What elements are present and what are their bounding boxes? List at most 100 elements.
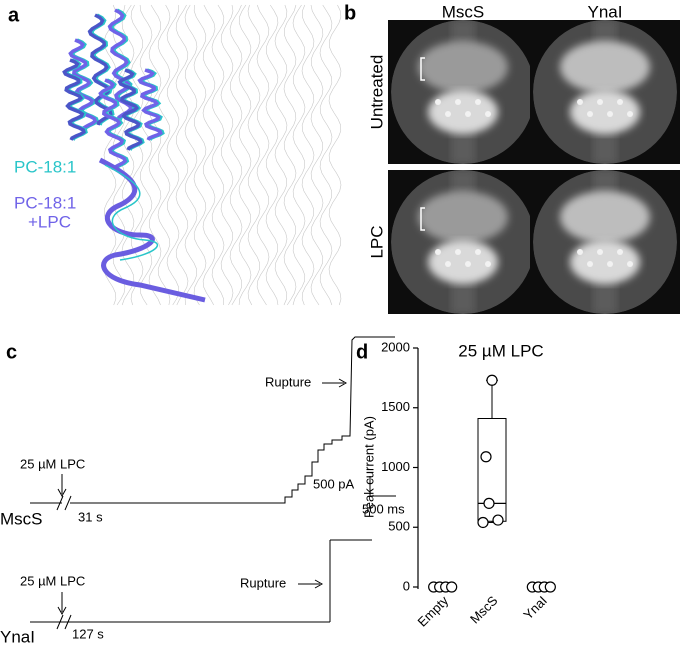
structure-outline xyxy=(202,4,216,306)
density-detail xyxy=(597,99,603,105)
helix xyxy=(87,13,113,126)
row-label: LPC xyxy=(367,225,386,258)
data-point xyxy=(544,581,556,593)
box xyxy=(477,418,507,522)
structure-outline xyxy=(247,4,261,306)
density-detail xyxy=(627,111,633,117)
data-point xyxy=(486,374,498,386)
chart-title: 25 µM LPC xyxy=(458,341,543,360)
scale-label: 500 ms xyxy=(362,501,405,516)
x-tick-label: Empty xyxy=(415,593,452,630)
y-tick-label: 0 xyxy=(403,578,410,593)
beta-domain xyxy=(98,157,206,303)
density-detail xyxy=(485,261,491,267)
micrograph xyxy=(391,170,535,314)
density-detail xyxy=(577,249,583,255)
structure-outline xyxy=(220,4,234,306)
structure-outline xyxy=(139,4,153,306)
arrow-head xyxy=(338,378,348,388)
column-label: YnaI xyxy=(588,2,623,21)
density xyxy=(418,41,508,93)
micrograph xyxy=(391,20,535,164)
y-tick-label: 1000 xyxy=(381,459,410,474)
event-label: Rupture xyxy=(265,374,311,389)
density xyxy=(560,191,650,243)
density-detail xyxy=(577,99,583,105)
trace-name: YnaI xyxy=(0,627,35,646)
x-tick-label: MscS xyxy=(467,593,501,627)
structure-outline xyxy=(283,4,297,306)
treatment-label: 25 µM LPC xyxy=(20,573,85,588)
density-detail xyxy=(617,249,623,255)
data-point xyxy=(446,581,458,593)
micrograph xyxy=(533,170,677,314)
density-detail xyxy=(465,111,471,117)
density-detail xyxy=(587,261,593,267)
density-detail xyxy=(607,111,613,117)
structure-outline xyxy=(328,4,342,306)
density-detail xyxy=(475,249,481,255)
density xyxy=(560,41,650,93)
helix xyxy=(68,38,98,131)
row-label: Untreated xyxy=(367,55,386,130)
scale-label: 500 pA xyxy=(313,476,355,491)
beta-domain xyxy=(104,164,159,261)
data-point xyxy=(477,516,489,529)
panel-label: a xyxy=(8,4,20,26)
structure-outline xyxy=(292,4,306,306)
density-detail xyxy=(435,249,441,255)
helix xyxy=(62,58,86,141)
density-detail xyxy=(475,99,481,105)
break-mark xyxy=(56,495,64,511)
density-detail xyxy=(465,261,471,267)
structure-outline xyxy=(256,4,270,306)
structure-outline xyxy=(211,4,225,306)
bracket xyxy=(420,57,425,81)
density-detail xyxy=(435,99,441,105)
density-detail xyxy=(607,261,613,267)
break-mark xyxy=(64,614,72,630)
break-mark xyxy=(56,614,64,630)
structure-outline xyxy=(265,4,279,306)
panel-label: d xyxy=(356,341,368,363)
y-axis-label: Peak current (pA) xyxy=(361,416,376,518)
legend-label: PC-18:1 xyxy=(14,157,76,176)
column-label: MscS xyxy=(442,2,485,21)
structure-outline xyxy=(157,4,171,306)
delay-label: 127 s xyxy=(72,626,104,641)
structure-outline xyxy=(238,4,252,306)
x-tick-label: YnaI xyxy=(520,593,550,623)
density xyxy=(418,191,508,243)
density-detail xyxy=(445,261,451,267)
structure-outline xyxy=(193,4,207,306)
helix xyxy=(117,68,143,151)
density-detail xyxy=(587,111,593,117)
structure-outline xyxy=(130,4,144,306)
structure-outline xyxy=(274,4,288,306)
density-detail xyxy=(617,99,623,105)
legend-label: PC-18:1 xyxy=(14,193,76,212)
density-detail xyxy=(455,99,461,105)
event-label: Rupture xyxy=(240,575,286,590)
structure-outline xyxy=(301,4,315,306)
structure-outline xyxy=(319,4,333,306)
data-point xyxy=(483,497,495,509)
delay-label: 31 s xyxy=(78,509,103,524)
bracket xyxy=(420,207,425,231)
data-point xyxy=(492,514,504,526)
structure-outline xyxy=(229,4,243,306)
structure-outline xyxy=(310,4,324,306)
legend-label: +LPC xyxy=(28,212,71,231)
density-detail xyxy=(485,111,491,117)
helix xyxy=(98,78,128,171)
break-mark xyxy=(64,495,72,511)
data-point xyxy=(480,451,492,463)
density-detail xyxy=(597,249,603,255)
density-detail xyxy=(627,261,633,267)
structure-outline xyxy=(184,4,198,306)
y-tick-label: 2000 xyxy=(381,339,410,354)
density-detail xyxy=(445,111,451,117)
trace xyxy=(70,336,395,504)
arrow-head xyxy=(57,488,67,498)
trace-name: MscS xyxy=(0,509,43,528)
